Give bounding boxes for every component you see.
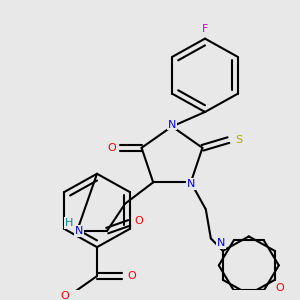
Text: N: N — [187, 179, 195, 189]
Text: N: N — [75, 226, 83, 236]
Text: N: N — [217, 238, 225, 248]
Text: O: O — [275, 283, 284, 292]
Text: O: O — [107, 143, 116, 153]
Text: O: O — [61, 291, 69, 300]
Text: F: F — [202, 24, 208, 34]
Text: O: O — [128, 271, 136, 281]
Text: O: O — [135, 216, 144, 226]
Text: H: H — [65, 218, 74, 228]
Text: N: N — [168, 119, 176, 130]
Text: S: S — [235, 135, 242, 145]
